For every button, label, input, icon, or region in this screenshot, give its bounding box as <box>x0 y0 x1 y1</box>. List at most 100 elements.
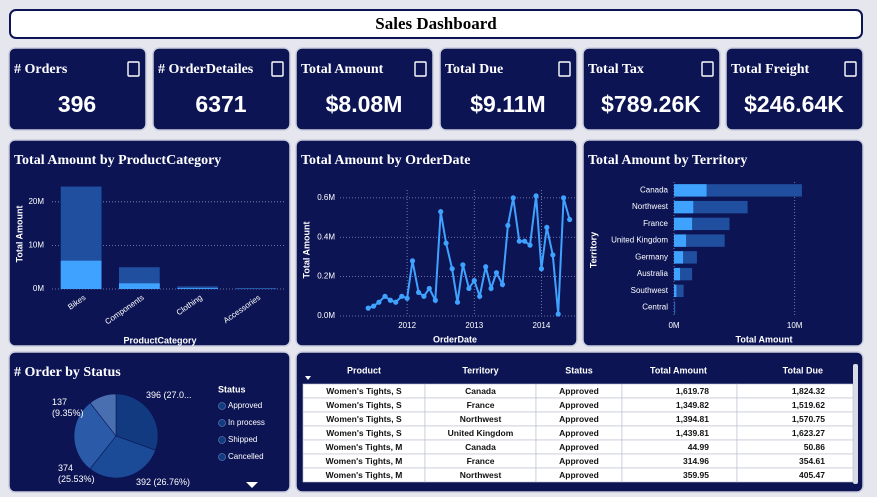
cell-text: 1,439.81 <box>676 428 709 438</box>
point <box>460 262 466 268</box>
point <box>438 209 444 215</box>
legend-label: In process <box>228 418 265 427</box>
pie-slice <box>73 402 117 470</box>
scrollbar[interactable] <box>853 364 858 484</box>
point <box>538 266 545 272</box>
y-tick-label: 20M <box>28 197 44 206</box>
point <box>560 195 567 201</box>
scroll-arrow[interactable] <box>246 482 258 488</box>
legend-label: Shipped <box>228 435 257 444</box>
cell-text: 1,349.82 <box>676 400 709 410</box>
bar <box>674 184 707 197</box>
panel <box>8 139 291 347</box>
cell-text: 1,570.75 <box>792 414 825 424</box>
point <box>376 299 382 305</box>
y-tick-label: France <box>643 219 668 228</box>
y-axis-label: Total Amount <box>14 206 24 263</box>
point <box>516 238 522 244</box>
point <box>488 285 494 292</box>
kpi-card <box>439 47 578 131</box>
table-cell <box>621 467 738 483</box>
point <box>555 311 561 317</box>
chart-title: Total Amount by ProductCategory <box>14 153 221 168</box>
bar <box>674 284 684 298</box>
pie-slice <box>89 393 117 437</box>
kpi-card <box>582 47 721 131</box>
bar <box>674 217 693 231</box>
kpi-label: Total Amount <box>301 62 384 77</box>
y-tick-label: Australia <box>637 269 669 278</box>
cell-text: Women's Tights, S <box>326 400 402 410</box>
x-tick-label: 2014 <box>533 321 551 330</box>
cell-text: 1,519.62 <box>792 400 825 410</box>
cell-text: Approved <box>559 470 599 480</box>
kpi-value: $246.64K <box>744 91 844 117</box>
point <box>567 216 573 223</box>
bar <box>674 234 687 247</box>
cell-text: Approved <box>559 428 599 438</box>
data-label: 392 (26.76%) <box>136 477 191 487</box>
kpi-value: 396 <box>58 91 96 117</box>
point <box>365 305 371 311</box>
kpi-card <box>295 47 434 131</box>
x-axis-label: OrderDate <box>433 334 477 344</box>
cell-text: Approved <box>559 414 599 424</box>
point <box>387 297 393 303</box>
column-header: Territory <box>462 365 498 375</box>
cell-text: 405.47 <box>799 470 825 480</box>
cell-text: Canada <box>465 442 496 452</box>
point <box>499 281 506 288</box>
point <box>477 293 483 299</box>
point <box>533 193 539 199</box>
point <box>409 258 416 264</box>
cell-text: 44.99 <box>688 442 710 452</box>
data-label: 137 (9.35%) <box>52 397 84 418</box>
bar <box>674 301 676 314</box>
point <box>483 264 489 270</box>
point <box>544 224 550 231</box>
bar <box>674 284 677 298</box>
kpi-label: Total Freight <box>731 62 810 77</box>
x-axis-label: Total Amount <box>736 334 793 344</box>
point <box>443 240 449 246</box>
point <box>415 289 422 295</box>
cell-text: Women's Tights, S <box>326 386 402 396</box>
table-cell <box>621 439 738 455</box>
bar <box>674 234 725 247</box>
point <box>466 285 472 292</box>
cell-text: United Kingdom <box>448 428 514 438</box>
y-tick-label: Germany <box>635 252 668 261</box>
kpi-icon <box>127 61 140 77</box>
cell-text: 1,824.32 <box>792 386 825 396</box>
cell-text: Approved <box>559 400 599 410</box>
y-axis-label: Total Amount <box>301 222 311 279</box>
cell-text: 1,619.78 <box>676 386 709 396</box>
y-tick-label: 0.2M <box>317 272 335 281</box>
sort-arrow[interactable] <box>305 376 311 380</box>
point <box>393 299 399 305</box>
x-tick-label: 10M <box>787 321 803 330</box>
bar <box>674 200 694 214</box>
dashboard-title: Sales Dashboard <box>375 14 497 33</box>
y-tick-label: 10M <box>28 241 44 250</box>
panel <box>295 139 578 347</box>
kpi-icon <box>558 61 571 77</box>
cell-text: 1,623.27 <box>792 428 825 438</box>
point <box>404 295 410 301</box>
legend-marker <box>218 436 226 444</box>
pie-slice <box>89 435 156 479</box>
cell-text: Approved <box>559 386 599 396</box>
bar <box>60 260 102 289</box>
kpi-value: $8.08M <box>326 91 403 117</box>
cell-text: Women's Tights, S <box>326 414 402 424</box>
y-tick-label: Northwest <box>632 202 669 211</box>
cell-text: Canada <box>465 386 496 396</box>
cell-text: France <box>467 400 495 410</box>
point <box>493 270 500 276</box>
bar <box>674 267 681 281</box>
kpi-icon <box>844 61 857 77</box>
chart-title: Total Amount by Territory <box>588 153 747 168</box>
kpi-value: 6371 <box>195 91 246 117</box>
point <box>421 293 427 299</box>
